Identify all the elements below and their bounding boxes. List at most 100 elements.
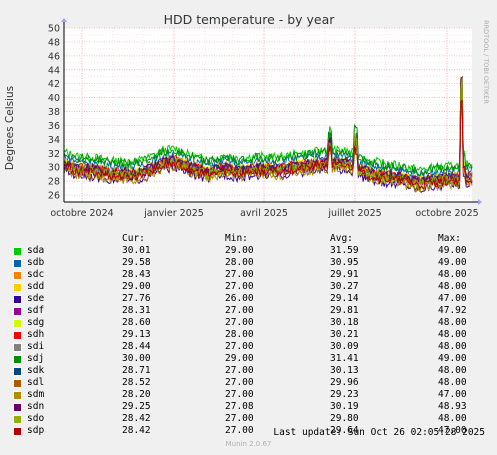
last-update: Last update: Sun Oct 26 02:05:28 2025 — [273, 427, 485, 438]
legend-row-sdk: sdk 28.71 27.00 30.13 48.00 — [10, 365, 490, 377]
y-tick-label: 38 — [48, 107, 60, 118]
min-value: 27.00 — [225, 305, 254, 316]
avg-value: 29.23 — [330, 389, 359, 400]
legend-swatch — [13, 319, 22, 328]
legend-swatch — [13, 247, 22, 256]
y-tick-label: 42 — [48, 79, 60, 90]
series-name: sdm — [27, 389, 45, 400]
min-value: 27.08 — [225, 401, 254, 412]
avg-value: 29.80 — [330, 413, 359, 424]
y-tick-labels: 26 28 30 32 34 36 38 40 42 44 46 48 50 — [48, 24, 60, 202]
legend-swatch — [13, 271, 22, 280]
x-axis-arrow — [478, 199, 482, 205]
avg-value: 30.18 — [330, 317, 359, 328]
series-name: sdi — [27, 341, 45, 352]
legend-row-sdh: sdh 29.13 28.00 30.21 48.00 — [10, 329, 490, 341]
axes — [61, 18, 482, 205]
series-name: sdh — [27, 329, 45, 340]
avg-value: 31.41 — [330, 353, 359, 364]
cur-value: 29.25 — [122, 401, 151, 412]
y-tick-label: 44 — [48, 65, 60, 76]
legend-swatch — [13, 295, 22, 304]
legend-swatch — [13, 391, 22, 400]
min-value: 27.00 — [225, 269, 254, 280]
min-value: 27.00 — [225, 281, 254, 292]
legend-row-sdl: sdl 28.52 27.00 29.96 48.00 — [10, 377, 490, 389]
cur-value: 28.60 — [122, 317, 151, 328]
legend-swatch — [13, 415, 22, 424]
max-value: 48.93 — [438, 401, 467, 412]
cur-value: 28.31 — [122, 305, 151, 316]
x-tick-label: janvier 2025 — [143, 208, 204, 219]
max-value: 47.00 — [438, 425, 467, 436]
munin-footer: Munin 2.0.67 — [225, 440, 272, 448]
y-tick-label: 26 — [48, 191, 60, 202]
legend-row-sdf: sdf 28.31 27.00 29.81 47.92 — [10, 305, 490, 317]
legend-swatch — [13, 283, 22, 292]
x-tick-labels: octobre 2024 janvier 2025 avril 2025 juille… — [50, 208, 478, 219]
min-value: 27.00 — [225, 377, 254, 388]
min-value: 28.00 — [225, 257, 254, 268]
y-tick-label: 32 — [48, 149, 60, 160]
cur-value: 29.58 — [122, 257, 151, 268]
cur-value: 28.44 — [122, 341, 151, 352]
min-value: 27.00 — [225, 317, 254, 328]
min-value: 26.00 — [225, 293, 254, 304]
avg-value: 30.27 — [330, 281, 359, 292]
avg-value: 29.96 — [330, 377, 359, 388]
series-lines — [63, 75, 473, 193]
y-tick-label: 48 — [48, 37, 60, 48]
legend-row-sda: sda 30.01 29.00 31.59 49.00 — [10, 245, 490, 257]
legend-swatch — [13, 379, 22, 388]
legend-swatch — [13, 307, 22, 316]
y-tick-label: 28 — [48, 177, 60, 188]
cur-value: 30.00 — [122, 353, 151, 364]
y-tick-label: 46 — [48, 51, 60, 62]
series-line-sdp — [63, 99, 473, 190]
avg-value: 29.64 — [330, 425, 359, 436]
legend-header: Cur: Min: Avg: Max: — [10, 233, 490, 245]
x-tick-label: juillet 2025 — [327, 208, 381, 219]
legend-row-sdp: sdp 28.42 27.00 29.64 47.00 — [10, 425, 490, 437]
col-avg: Avg: — [330, 233, 353, 244]
legend-row-sdc: sdc 28.43 27.00 29.91 48.00 — [10, 269, 490, 281]
y-tick-label: 34 — [48, 135, 60, 146]
series-name: sdg — [27, 317, 45, 328]
min-value: 27.00 — [225, 389, 254, 400]
series-name: sdo — [27, 413, 45, 424]
max-value: 48.00 — [438, 365, 467, 376]
legend-row-sdm: sdm 28.20 27.00 29.23 47.00 — [10, 389, 490, 401]
avg-value: 29.91 — [330, 269, 359, 280]
cur-value: 28.43 — [122, 269, 151, 280]
legend-swatch — [13, 403, 22, 412]
series-line-sdj — [63, 77, 473, 177]
legend-row-sdb: sdb 29.58 28.00 30.95 49.00 — [10, 257, 490, 269]
avg-value: 29.81 — [330, 305, 359, 316]
min-value: 28.00 — [225, 329, 254, 340]
rrdtool-watermark: RRDTOOL / TOBI OETIKER — [482, 20, 490, 104]
cur-value: 30.01 — [122, 245, 151, 256]
legend-swatch — [13, 331, 22, 340]
x-tick-label: octobre 2025 — [415, 208, 478, 219]
series-line-sdn — [63, 75, 473, 187]
y-tick-label: 40 — [48, 93, 60, 104]
series-name: sdj — [27, 353, 45, 364]
y-tick-label: 36 — [48, 121, 60, 132]
legend-swatch — [13, 355, 22, 364]
max-value: 48.00 — [438, 329, 467, 340]
avg-value: 30.13 — [330, 365, 359, 376]
legend-swatch — [13, 259, 22, 268]
series-name: sda — [27, 245, 45, 256]
cur-value: 28.42 — [122, 413, 151, 424]
cur-value: 28.42 — [122, 425, 151, 436]
series-name: sdb — [27, 257, 45, 268]
max-value: 49.00 — [438, 257, 467, 268]
max-value: 48.00 — [438, 281, 467, 292]
min-value: 27.00 — [225, 365, 254, 376]
series-name: sdn — [27, 401, 45, 412]
y-tick-label: 50 — [48, 24, 60, 35]
col-cur: Cur: — [122, 233, 145, 244]
max-value: 49.00 — [438, 353, 467, 364]
legend-row-sdg: sdg 28.60 27.00 30.18 48.00 — [10, 317, 490, 329]
cur-value: 29.00 — [122, 281, 151, 292]
